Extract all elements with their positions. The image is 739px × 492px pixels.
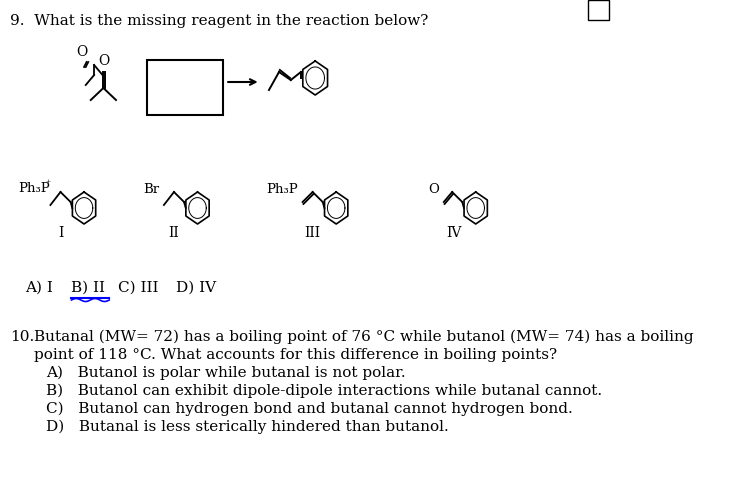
Text: Ph₃P: Ph₃P: [18, 182, 50, 195]
Text: Ph₃P: Ph₃P: [267, 183, 299, 196]
Text: C)   Butanol can hydrogen bond and butanal cannot hydrogen bond.: C) Butanol can hydrogen bond and butanal…: [47, 402, 573, 416]
Text: O: O: [77, 45, 88, 59]
Text: O: O: [98, 54, 109, 68]
Text: point of 118 °C. What accounts for this difference in boiling points?: point of 118 °C. What accounts for this …: [33, 348, 556, 362]
Text: D)   Butanal is less sterically hindered than butanol.: D) Butanal is less sterically hindered t…: [47, 420, 449, 434]
Bar: [147, 60, 222, 115]
Text: IV: IV: [446, 226, 462, 240]
Text: Butanal (MW= 72) has a boiling point of 76 °C while butanol (MW= 74) has a boili: Butanal (MW= 72) has a boiling point of …: [33, 330, 693, 344]
Text: C) III: C) III: [118, 281, 158, 295]
Text: A) I: A) I: [25, 281, 53, 295]
Text: I: I: [58, 226, 64, 240]
Text: A)   Butanol is polar while butanal is not polar.: A) Butanol is polar while butanal is not…: [47, 366, 406, 380]
Text: 10.: 10.: [10, 330, 34, 344]
Text: D) IV: D) IV: [177, 281, 217, 295]
Text: II: II: [168, 226, 180, 240]
Text: 9.  What is the missing reagent in the reaction below?: 9. What is the missing reagent in the re…: [10, 14, 429, 28]
Text: Br: Br: [143, 183, 160, 196]
Text: ⁺: ⁺: [45, 179, 50, 188]
Text: B)   Butanol can exhibit dipole-dipole interactions while butanal cannot.: B) Butanol can exhibit dipole-dipole int…: [47, 384, 602, 399]
Text: III: III: [304, 226, 321, 240]
Bar: [588, 0, 610, 20]
Text: B) II: B) II: [72, 281, 106, 295]
Text: O: O: [428, 183, 439, 196]
